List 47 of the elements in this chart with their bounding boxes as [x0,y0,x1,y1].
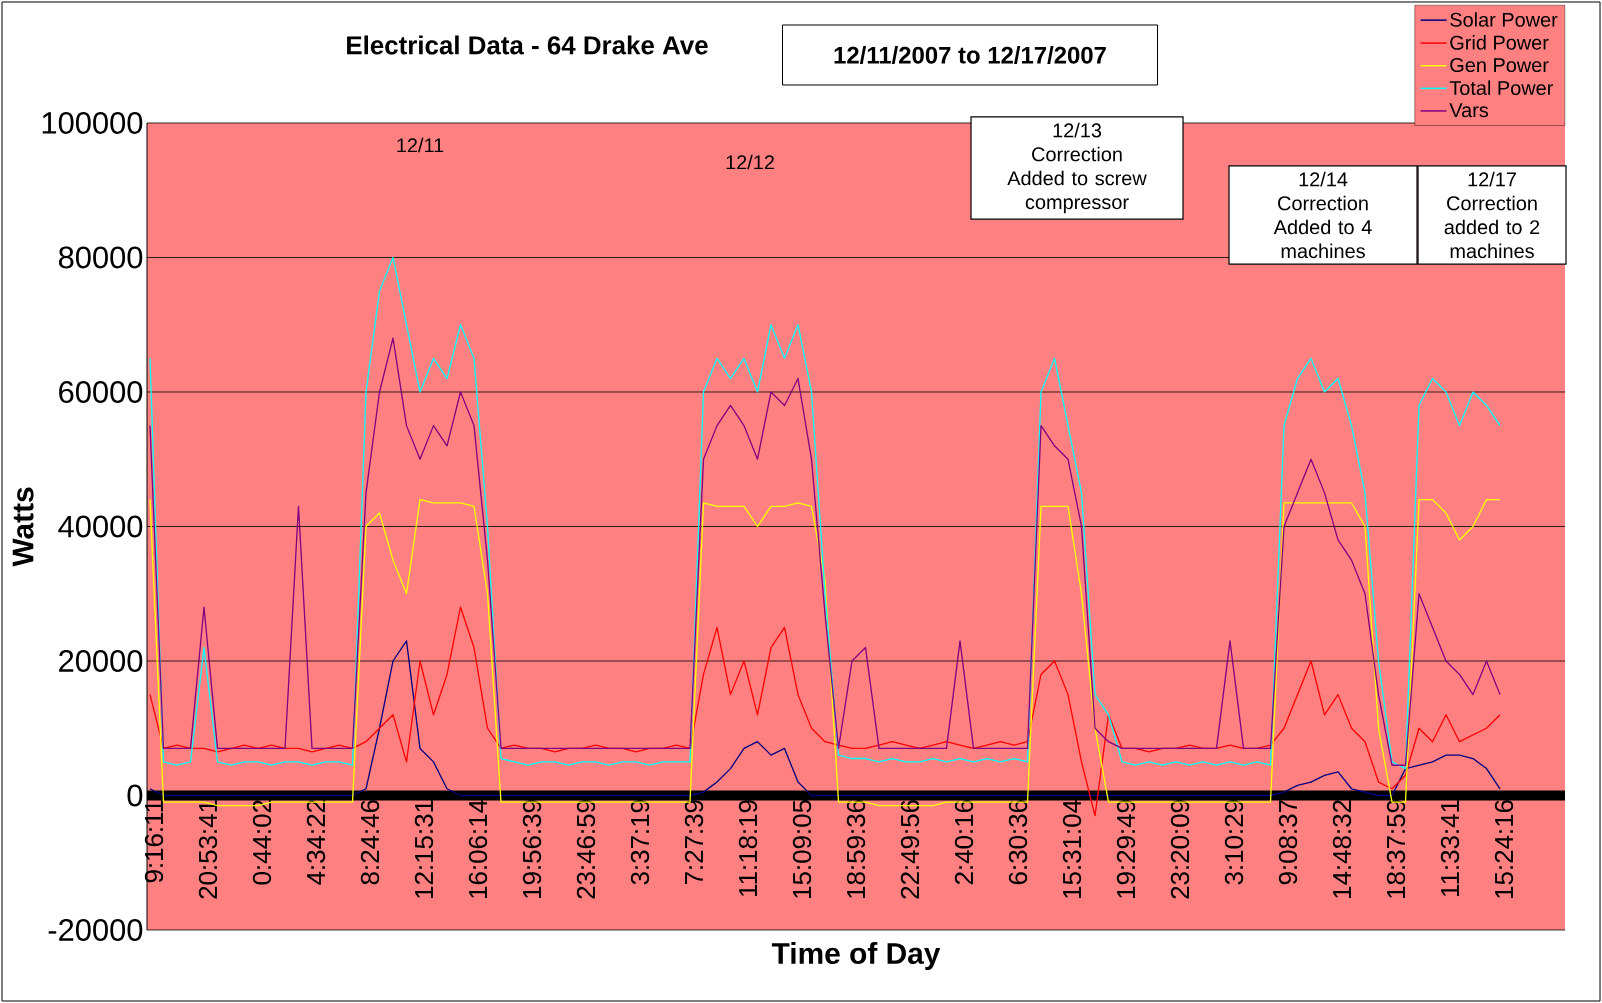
x-tick-label: 15:31:04 [1062,799,1082,898]
y-axis-title: Watts [12,487,34,567]
x-tick-label: 15:24:16 [1494,800,1514,898]
annotation: 12/17 Correction added to 2 machines [1444,171,1540,259]
legend-label: Total Power [1449,80,1554,96]
y-tick-label: 40000 [58,515,143,538]
x-tick-label: 8:24:46 [360,800,380,885]
x-tick-label: 3:10:29 [1224,800,1244,885]
x-axis-title: Time of Day [771,942,941,970]
x-tick-label: 20:53:41 [198,800,218,899]
legend-label: Gen Power [1450,58,1549,73]
x-tick-label: 4:34:22 [306,800,326,885]
y-tick-label: 60000 [59,381,143,403]
x-tick-label: 2:40:16 [954,800,974,885]
x-tick-label: 18:59:36 [846,800,866,898]
x-tick-label: 14:48:32 [1332,800,1352,898]
y-tick-label: 80000 [58,246,143,269]
x-tick-label: 15:09:05 [792,800,812,898]
x-tick-label: 23:20:09 [1170,800,1190,899]
chart-subtitle: 12/11/2007 to 12/17/2007 [834,46,1106,64]
x-tick-label: 19:56:39 [522,800,542,898]
x-tick-label: 16:06:14 [468,799,488,898]
y-tick-label: 20000 [59,650,143,672]
chart-title: Electrical Data - 64 Drake Ave [347,35,708,55]
x-tick-label: 0:44:02 [252,800,272,885]
y-tick-label: -20000 [48,919,143,941]
x-tick-label: 3:37:19 [630,800,650,885]
x-tick-label: 12:15:31 [414,800,434,898]
x-tick-label: 18:37:59 [1386,800,1406,898]
y-tick-label: 100000 [42,112,143,134]
x-tick-label: 9:16:11 [144,800,164,883]
x-tick-label: 6:30:36 [1008,800,1028,885]
x-tick-label: 7:27:39 [684,800,704,885]
legend-label: Grid Power [1450,35,1549,50]
annotation: 12/11 [397,137,444,153]
annotation: 12/13 Correction Added to screw compressor [1007,122,1147,214]
y-tick-label: 0 [127,784,143,807]
annotation: 12/12 [726,154,774,170]
annotation: 12/14 Correction Added to 4 machines [1273,171,1372,259]
x-tick-label: 22:49:56 [900,800,920,899]
x-tick-label: 23:46:59 [576,800,596,899]
x-tick-label: 9:08:37 [1278,800,1298,885]
x-tick-label: 11:18:19 [738,800,758,896]
x-tick-label: 19:29:49 [1116,800,1136,898]
legend-label: Solar Power [1450,12,1558,27]
x-tick-label: 11:33:41 [1440,800,1460,896]
legend-label: Vars [1449,103,1489,118]
